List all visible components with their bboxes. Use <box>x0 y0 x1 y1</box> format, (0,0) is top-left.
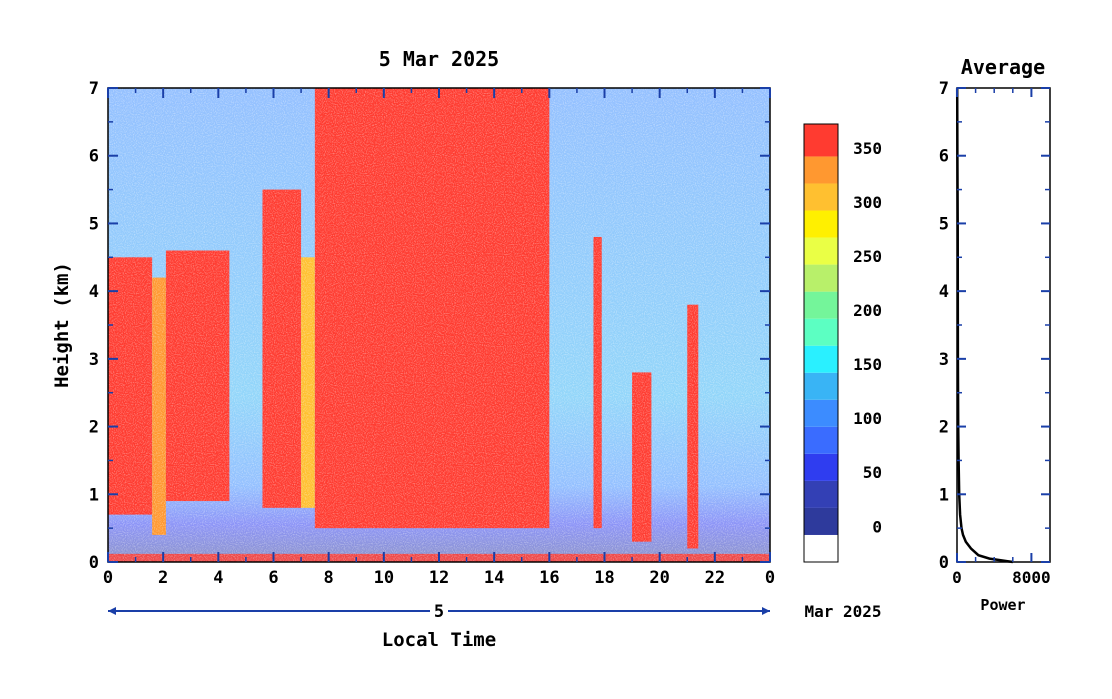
x-axis: 0 2 4 6 8 10 12 14 16 18 20 22 0 <box>103 88 775 588</box>
date-axis-day-bg <box>430 601 448 621</box>
profile-x-tick-label: 8000 <box>1012 568 1051 587</box>
colorbar-tick-label: 0 <box>872 517 882 536</box>
x-tick-label: 4 <box>213 568 223 588</box>
colorbar-bin <box>804 237 838 265</box>
x-tick-label: 6 <box>268 568 278 588</box>
colorbar-bin <box>804 124 838 157</box>
x-tick-label: 0 <box>765 568 775 588</box>
colorbar: 0 50 100 150 200 250 300 350 <box>803 123 882 563</box>
date-axis-month-label: Mar 2025 <box>804 602 881 621</box>
profile-y-tick-label: 2 <box>939 418 949 438</box>
colorbar-bin <box>804 507 838 535</box>
colorbar-bin <box>804 210 838 238</box>
x-tick-label: 0 <box>103 568 113 588</box>
profile-y-tick-label: 1 <box>939 485 949 505</box>
y-tick-label: 5 <box>89 214 99 234</box>
y-tick-label: 1 <box>89 485 99 505</box>
date-axis-day-label: 5 <box>434 602 444 622</box>
x-tick-label: 14 <box>484 568 504 588</box>
heatmap-speckle <box>108 88 770 562</box>
profile-axes: 0 1 2 3 4 5 6 7 0 8000 <box>939 79 1051 587</box>
x-tick-label: 8 <box>324 568 334 588</box>
x-axis-label: Local Time <box>382 629 496 651</box>
profile-title: Average <box>961 55 1045 79</box>
y-tick-label: 0 <box>89 553 99 573</box>
x-tick-label: 16 <box>539 568 559 588</box>
colorbar-tick-label: 200 <box>853 301 882 320</box>
profile-frame <box>956 87 1051 563</box>
colorbar-bin <box>804 291 838 319</box>
colorbar-bin <box>804 399 838 427</box>
x-tick-label: 20 <box>649 568 669 588</box>
colorbar-tick-label: 150 <box>853 355 882 374</box>
colorbar-bin <box>804 345 838 373</box>
colorbar-bin <box>804 318 838 346</box>
colorbar-tick-label: 300 <box>853 193 882 212</box>
y-tick-label: 2 <box>89 418 99 438</box>
colorbar-bin <box>804 156 838 184</box>
profile-x-label: Power <box>980 596 1025 614</box>
colorbar-bin <box>804 426 838 454</box>
colorbar-tick-label: 100 <box>853 409 882 428</box>
profile-y-tick-label: 4 <box>939 282 949 302</box>
profile-line <box>955 87 1013 564</box>
backscatter-heatmap <box>107 87 771 563</box>
colorbar-bin <box>804 372 838 400</box>
profile-x-tick-label: 0 <box>952 568 962 587</box>
x-tick-label: 12 <box>429 568 449 588</box>
profile-y-tick-label: 5 <box>939 214 949 234</box>
date-axis: 5 Mar 2025 <box>108 601 882 622</box>
average-profile-panel: 0 1 2 3 4 5 6 7 0 8000 Average Power <box>939 55 1051 614</box>
profile-y-tick-label: 3 <box>939 350 949 370</box>
colorbar-bin <box>804 480 838 508</box>
colorbar-tick-label: 350 <box>853 139 882 158</box>
colorbar-tick-label: 250 <box>853 247 882 266</box>
date-axis-right-arrow <box>762 607 770 615</box>
colorbar-bin <box>804 453 838 481</box>
y-tick-label: 3 <box>89 350 99 370</box>
colorbar-bin <box>804 534 838 562</box>
x-tick-label: 18 <box>594 568 614 588</box>
colorbar-bin <box>804 183 838 211</box>
colorbar-border <box>803 123 839 563</box>
x-tick-label: 22 <box>705 568 725 588</box>
colorbar-tick-label: 50 <box>863 463 882 482</box>
y-tick-label: 7 <box>89 79 99 99</box>
profile-y-tick-label: 0 <box>939 553 949 573</box>
x-tick-label: 2 <box>158 568 168 588</box>
date-axis-left-arrow <box>108 607 116 615</box>
y-tick-label: 4 <box>89 282 99 302</box>
x-tick-label: 10 <box>374 568 394 588</box>
colorbar-bin <box>804 264 838 292</box>
y-axis: 0 1 2 3 4 5 6 7 <box>89 79 770 573</box>
chart-title: 5 Mar 2025 <box>379 47 499 71</box>
y-tick-label: 6 <box>89 147 99 167</box>
profile-y-tick-label: 7 <box>939 79 949 99</box>
y-axis-label: Height (km) <box>51 262 73 388</box>
profile-y-tick-label: 6 <box>939 147 949 167</box>
